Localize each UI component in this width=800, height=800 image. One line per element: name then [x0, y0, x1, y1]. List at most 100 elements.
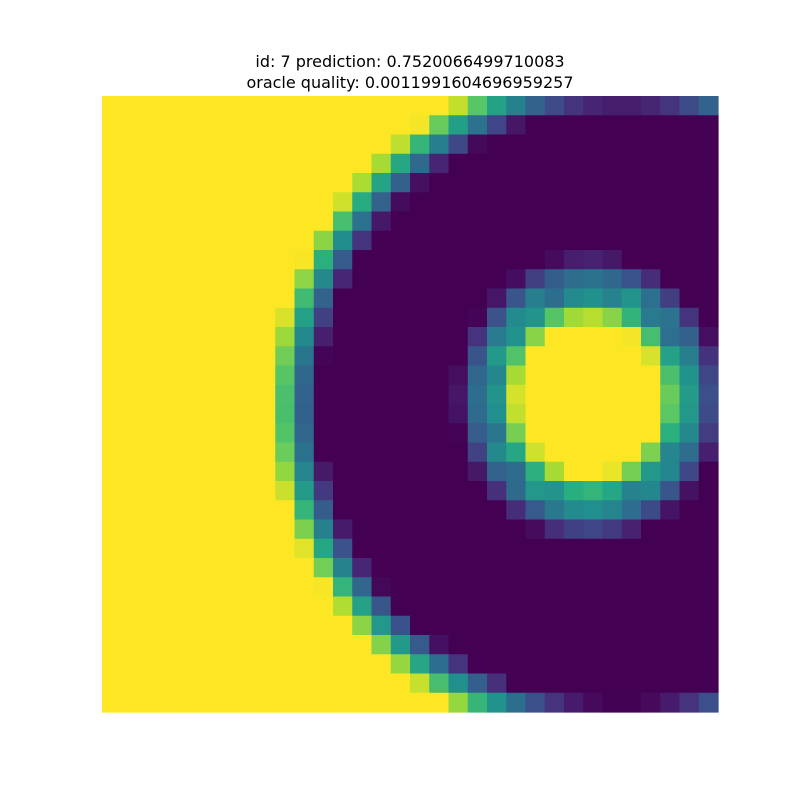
heatmap-cell [506, 692, 527, 713]
heatmap-cell [217, 115, 238, 136]
heatmap-cell [333, 461, 353, 482]
heatmap-cell [198, 384, 219, 405]
heatmap-cell [410, 461, 430, 482]
heatmap-cell [448, 250, 469, 270]
heatmap-cell [390, 461, 411, 482]
heatmap-cell [410, 96, 430, 116]
heatmap-cell [275, 211, 296, 232]
heatmap-cell [159, 327, 180, 347]
heatmap-cell [467, 577, 488, 598]
heatmap-cell [448, 519, 469, 540]
heatmap-cell [179, 192, 199, 213]
heatmap-cell [467, 115, 488, 136]
heatmap-cell [564, 558, 584, 578]
heatmap-cell [410, 654, 430, 675]
heatmap-cell [467, 596, 488, 617]
heatmap-cell [121, 692, 142, 713]
heatmap-cell [698, 153, 719, 174]
heatmap-cell [448, 481, 469, 501]
heatmap-cell [371, 577, 392, 598]
heatmap-cell [121, 538, 142, 559]
heatmap-cell [198, 173, 219, 193]
heatmap-cell [333, 250, 353, 270]
heatmap-cell [698, 230, 719, 251]
heatmap-cell [179, 153, 199, 174]
heatmap-cell [698, 615, 719, 636]
heatmap-cell [602, 307, 623, 328]
heatmap-cell [679, 654, 700, 675]
heatmap-cell [333, 423, 353, 444]
heatmap-cell [641, 481, 661, 501]
heatmap-cell [602, 635, 623, 655]
heatmap-cell [102, 96, 122, 116]
heatmap-cell [679, 96, 700, 116]
heatmap-cell [102, 307, 122, 328]
heatmap-cell [679, 192, 700, 213]
heatmap-cell [333, 288, 353, 309]
heatmap-cell [256, 250, 276, 270]
heatmap-cell [256, 519, 276, 540]
heatmap-cell [159, 134, 180, 155]
heatmap-cell [506, 307, 527, 328]
heatmap-cell [198, 558, 219, 578]
heatmap-cell [102, 384, 122, 405]
heatmap-cell [544, 96, 565, 116]
heatmap-cell [275, 577, 296, 598]
heatmap-cell [256, 115, 276, 136]
heatmap-cell [121, 269, 142, 290]
heatmap-cell [429, 307, 450, 328]
heatmap-cell [179, 173, 199, 193]
heatmap-cell [159, 500, 180, 521]
heatmap-cell [352, 346, 373, 367]
heatmap-cell [390, 673, 411, 694]
heatmap-cell [275, 327, 296, 347]
heatmap-cell [333, 577, 353, 598]
heatmap-cell [256, 211, 276, 232]
heatmap-cell [621, 365, 642, 386]
heatmap-cell [236, 442, 257, 463]
heatmap-cell [698, 288, 719, 309]
heatmap-cell [390, 288, 411, 309]
heatmap-cell [679, 269, 700, 290]
heatmap-cell [371, 538, 392, 559]
heatmap-cell [140, 365, 161, 386]
heatmap-cell [448, 192, 469, 213]
heatmap-cell [294, 211, 315, 232]
heatmap-cell [641, 558, 661, 578]
heatmap-cell [121, 250, 142, 270]
heatmap-cell [352, 307, 373, 328]
heatmap-cell [294, 365, 315, 386]
heatmap-cell [660, 173, 681, 193]
heatmap-cell [525, 288, 546, 309]
heatmap-cell [390, 500, 411, 521]
heatmap-cell [660, 211, 681, 232]
heatmap-cell [698, 250, 719, 270]
heatmap-cell [525, 481, 546, 501]
heatmap-cell [506, 538, 527, 559]
heatmap-cell [525, 577, 546, 598]
heatmap-cell [140, 153, 161, 174]
heatmap-cell [179, 269, 199, 290]
heatmap-cell [121, 134, 142, 155]
heatmap-cell [641, 365, 661, 386]
heatmap-cell [236, 173, 257, 193]
heatmap-cell [564, 96, 584, 116]
heatmap-cell [583, 211, 604, 232]
heatmap-cell [506, 481, 527, 501]
heatmap-cell [275, 538, 296, 559]
heatmap-cell [236, 96, 257, 116]
heatmap-cell [313, 192, 334, 213]
heatmap-cell [371, 115, 392, 136]
heatmap-cell [256, 327, 276, 347]
heatmap-cell [487, 692, 507, 713]
heatmap-cell [121, 192, 142, 213]
heatmap-cell [621, 269, 642, 290]
heatmap-cell [621, 250, 642, 270]
heatmap-cell [544, 173, 565, 193]
heatmap-cell [217, 596, 238, 617]
heatmap-cell [525, 384, 546, 405]
heatmap-cell [621, 635, 642, 655]
heatmap-cell [429, 288, 450, 309]
heatmap-cell [102, 519, 122, 540]
heatmap-cell [429, 173, 450, 193]
